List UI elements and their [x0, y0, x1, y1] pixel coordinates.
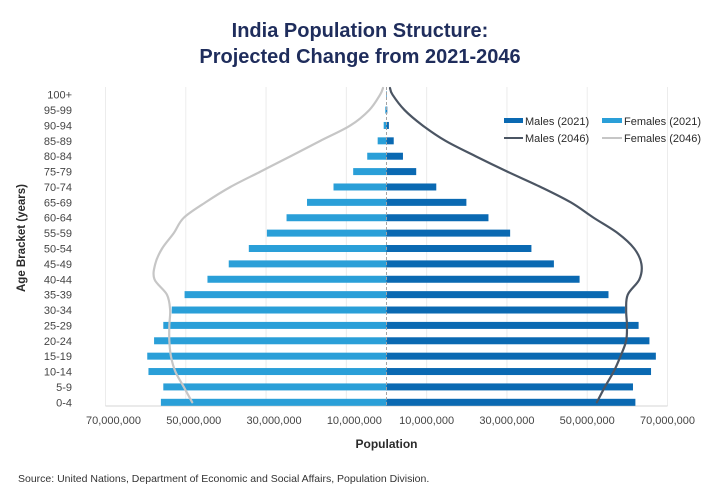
bar-males-2021-20-24 — [386, 337, 650, 345]
y-tick-label: 5-9 — [56, 382, 72, 394]
bar-males-2021-95-99 — [386, 106, 388, 114]
bar-males-2021-50-54 — [386, 245, 532, 252]
bar-males-2021-40-44 — [386, 275, 580, 283]
y-tick-label: 15-19 — [44, 351, 72, 363]
bar-males-2021-85-89 — [386, 137, 394, 145]
legend-item-females-2046: Females (2046) — [602, 133, 701, 145]
x-tick-label: 30,000,000 — [247, 415, 302, 427]
bar-females-2021-5-9 — [163, 383, 387, 391]
y-tick-label: 70-74 — [44, 182, 72, 194]
bar-females-2021-40-44 — [207, 275, 387, 283]
chart-title-line-2: Projected Change from 2021-2046 — [199, 46, 520, 68]
bar-males-2021-65-69 — [386, 198, 467, 206]
bar-females-2021-55-59 — [266, 229, 387, 237]
y-tick-label: 85-89 — [44, 136, 72, 148]
bar-females-2021-70-74 — [333, 183, 387, 191]
bar-males-2021-0-4 — [386, 398, 636, 406]
legend-label-males-2046: Males (2046) — [525, 133, 589, 145]
y-tick-label: 80-84 — [44, 151, 72, 163]
legend-label-females-2046: Females (2046) — [624, 133, 701, 145]
y-tick-label: 35-39 — [44, 290, 72, 302]
x-axis-title: Population — [356, 437, 418, 451]
x-axis-ticks: 70,000,000 50,000,000 30,000,000 10,000,000… — [86, 415, 695, 427]
y-axis-title: Age Bracket (years) — [16, 184, 28, 292]
x-tick-label: 10,000,000 — [399, 415, 454, 427]
x-tick-label: 50,000,000 — [560, 415, 615, 427]
bar-females-2021-20-24 — [154, 337, 387, 345]
y-axis-ticks: 0-4 5-9 10-14 15-19 20-24 25-29 30-34 35-39 40-4… — [44, 90, 72, 410]
chart-title-line-1: India Population Structure: — [232, 20, 489, 42]
x-tick-label: 30,000,000 — [479, 415, 534, 427]
legend-label-males-2021: Males (2021) — [525, 116, 589, 128]
bar-females-2021-25-29 — [163, 321, 387, 329]
y-tick-label: 65-69 — [44, 197, 72, 209]
bar-males-2021-90-94 — [386, 121, 389, 129]
bar-females-2021-0-4 — [160, 398, 387, 406]
bar-females-2021-35-39 — [184, 291, 387, 299]
legend-label-females-2021: Females (2021) — [624, 116, 701, 128]
y-tick-label: 95-99 — [44, 105, 72, 117]
y-tick-label: 25-29 — [44, 320, 72, 332]
x-tick-label: 10,000,000 — [327, 415, 382, 427]
line-females-2046 — [152, 86, 385, 404]
bar-males-2021-5-9 — [386, 383, 633, 391]
bar-females-2021-95-99 — [385, 106, 387, 114]
bar-females-2021-60-64 — [286, 214, 387, 222]
y-tick-label: 45-49 — [44, 259, 72, 271]
bar-females-2021-15-19 — [147, 352, 387, 360]
y-tick-label: 0-4 — [56, 397, 72, 409]
bar-males-2021-35-39 — [386, 291, 609, 299]
legend-swatch-males-2021 — [504, 118, 523, 123]
line-males-2046 — [388, 86, 643, 404]
source-note: Source: United Nations, Department of Ec… — [18, 473, 429, 485]
bar-females-2021-50-54 — [248, 245, 387, 252]
bars — [147, 91, 656, 406]
y-tick-label: 40-44 — [44, 274, 72, 286]
y-tick-label: 90-94 — [44, 120, 72, 132]
bar-females-2021-80-84 — [367, 152, 387, 160]
y-tick-label: 100+ — [47, 90, 72, 102]
bar-males-2021-30-34 — [386, 306, 625, 314]
bar-females-2021-45-49 — [228, 260, 387, 268]
bar-females-2021-65-69 — [307, 198, 387, 206]
bar-males-2021-70-74 — [386, 183, 437, 191]
projection-lines — [152, 86, 643, 404]
bar-females-2021-75-79 — [353, 168, 387, 176]
legend-swatch-females-2021 — [602, 118, 622, 123]
bar-males-2021-45-49 — [386, 260, 554, 268]
bar-females-2021-90-94 — [383, 121, 387, 129]
y-tick-label: 55-59 — [44, 228, 72, 240]
bar-males-2021-80-84 — [386, 152, 403, 160]
y-tick-label: 60-64 — [44, 213, 72, 225]
bar-females-2021-10-14 — [148, 368, 387, 376]
y-tick-label: 10-14 — [44, 367, 72, 379]
legend-item-females-2021: Females (2021) — [602, 116, 701, 128]
x-tick-label: 70,000,000 — [640, 415, 695, 427]
legend-item-males-2021: Males (2021) — [504, 116, 589, 128]
y-tick-label: 75-79 — [44, 167, 72, 179]
bar-males-2021-75-79 — [386, 168, 417, 176]
bar-males-2021-10-14 — [386, 368, 652, 376]
y-tick-label: 20-24 — [44, 336, 72, 348]
x-tick-label: 50,000,000 — [166, 415, 221, 427]
legend: Males (2021) Females (2021) Males (2046)… — [504, 116, 701, 145]
bar-males-2021-55-59 — [386, 229, 511, 237]
bar-females-2021-85-89 — [377, 137, 387, 145]
bar-males-2021-25-29 — [386, 321, 639, 329]
bar-males-2021-60-64 — [386, 214, 489, 222]
bar-females-2021-30-34 — [171, 306, 387, 314]
y-tick-label: 50-54 — [44, 244, 72, 256]
y-tick-label: 30-34 — [44, 305, 72, 317]
x-tick-label: 70,000,000 — [86, 415, 141, 427]
legend-item-males-2046: Males (2046) — [504, 133, 589, 145]
bar-males-2021-15-19 — [386, 352, 656, 360]
